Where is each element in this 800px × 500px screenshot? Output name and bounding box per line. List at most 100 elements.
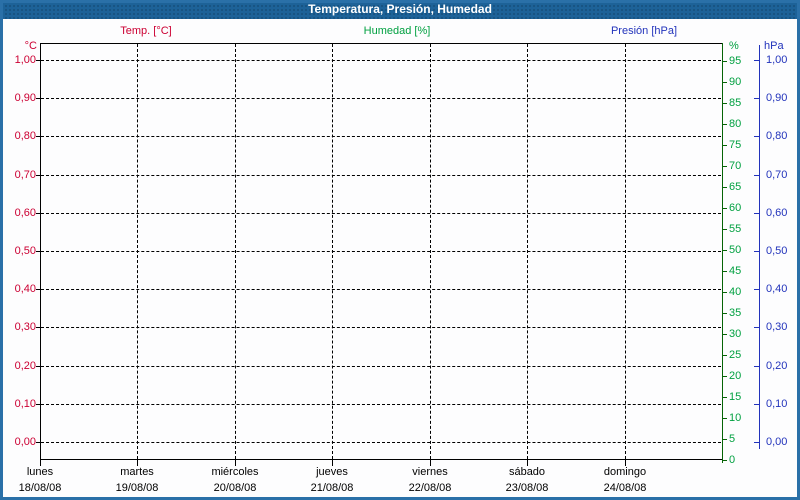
grid-line-vertical xyxy=(625,44,626,459)
humidity-axis-tick-label: 35 xyxy=(729,307,742,319)
temp-axis-tick-label: 0,90 xyxy=(14,92,36,104)
legend-temperature: Temp. [°C] xyxy=(120,25,172,37)
humidity-axis-tick xyxy=(722,208,727,209)
x-axis-day-label: sábado xyxy=(508,466,546,478)
pressure-axis-unit-label: hPa xyxy=(764,40,784,52)
humidity-axis-tick-label: 50 xyxy=(729,244,742,256)
humidity-axis-tick-label: 70 xyxy=(729,160,742,172)
temp-axis-tick xyxy=(36,60,40,61)
humidity-axis-tick-label: 65 xyxy=(729,181,742,193)
x-axis-tick xyxy=(625,460,626,466)
humidity-axis-tick xyxy=(722,376,727,377)
grid-line-vertical xyxy=(137,44,138,459)
pressure-axis-tick-label: 0,80 xyxy=(766,130,788,142)
grid-line-vertical xyxy=(430,44,431,459)
humidity-axis-tick-label: 90 xyxy=(729,76,742,88)
humidity-axis-tick-label: 55 xyxy=(729,223,742,235)
humidity-axis-tick-label: 15 xyxy=(729,391,742,403)
temp-axis-tick-label: 1,00 xyxy=(14,54,36,66)
x-axis-tick xyxy=(235,460,236,466)
grid-line-vertical xyxy=(235,44,236,459)
x-axis-date-label: 18/08/08 xyxy=(18,482,62,494)
humidity-axis-tick-label: 95 xyxy=(729,55,742,67)
pressure-axis-tick xyxy=(754,442,759,443)
grid-line-horizontal xyxy=(41,213,721,214)
x-axis-tick xyxy=(527,460,528,466)
temp-axis-tick-label: 0,30 xyxy=(14,321,36,333)
humidity-axis-tick xyxy=(722,103,727,104)
pressure-axis-tick xyxy=(754,175,759,176)
humidity-axis-tick-label: 0 xyxy=(729,454,736,466)
humidity-axis-tick xyxy=(722,187,727,188)
humidity-axis-tick xyxy=(722,355,727,356)
humidity-axis-tick xyxy=(722,229,727,230)
temp-axis-tick-label: 0,50 xyxy=(14,245,36,257)
grid-line-vertical xyxy=(527,44,528,459)
humidity-axis-tick xyxy=(722,166,727,167)
humidity-axis-tick xyxy=(722,145,727,146)
pressure-axis-tick xyxy=(754,289,759,290)
grid-line-horizontal xyxy=(41,404,721,405)
humidity-axis-tick-label: 10 xyxy=(729,412,742,424)
grid-line-horizontal xyxy=(41,60,721,61)
x-axis-day-label: lunes xyxy=(26,466,54,478)
temp-axis-tick xyxy=(36,251,40,252)
humidity-axis-tick-label: 85 xyxy=(729,97,742,109)
x-axis-date-label: 19/08/08 xyxy=(115,482,159,494)
humidity-axis-tick xyxy=(722,439,727,440)
temp-axis-tick-label: 0,70 xyxy=(14,169,36,181)
pressure-axis-tick-label: 1,00 xyxy=(766,54,788,66)
grid-line-horizontal xyxy=(41,98,721,99)
pressure-axis-tick-label: 0,20 xyxy=(766,360,788,372)
humidity-axis-tick-label: 30 xyxy=(729,328,742,340)
temp-axis-tick xyxy=(36,289,40,290)
pressure-axis-tick-label: 0,70 xyxy=(766,169,788,181)
grid-line-horizontal xyxy=(41,442,721,443)
temp-axis-unit-label: °C xyxy=(24,40,37,52)
humidity-axis-tick xyxy=(722,124,727,125)
pressure-axis-tick-label: 0,60 xyxy=(766,207,788,219)
grid-line-vertical xyxy=(332,44,333,459)
pressure-axis-tick-label: 0,40 xyxy=(766,283,788,295)
humidity-axis-tick-label: 75 xyxy=(729,139,742,151)
humidity-axis-tick-label: 25 xyxy=(729,349,742,361)
pressure-axis-tick xyxy=(754,60,759,61)
humidity-axis-tick-label: 80 xyxy=(729,118,742,130)
grid-line-horizontal xyxy=(41,366,721,367)
grid-line-horizontal xyxy=(41,175,721,176)
humidity-axis-tick xyxy=(722,313,727,314)
humidity-axis-tick-label: 60 xyxy=(729,202,742,214)
temp-axis-tick xyxy=(36,442,40,443)
legend-humidity: Humedad [%] xyxy=(363,25,431,37)
pressure-axis-tick-label: 0,30 xyxy=(766,321,788,333)
temp-axis-tick xyxy=(36,213,40,214)
humidity-axis-tick xyxy=(722,460,727,461)
temp-axis-tick xyxy=(36,175,40,176)
humidity-axis-line xyxy=(722,43,723,463)
pressure-axis-tick xyxy=(754,366,759,367)
pressure-axis-tick xyxy=(754,404,759,405)
humidity-axis-tick xyxy=(722,292,727,293)
humidity-axis-tick-label: 40 xyxy=(729,286,742,298)
humidity-axis-tick xyxy=(722,61,727,62)
grid-line-horizontal xyxy=(41,251,721,252)
humidity-axis-tick xyxy=(722,82,727,83)
temp-axis-tick xyxy=(36,327,40,328)
x-axis-tick xyxy=(332,460,333,466)
humidity-axis-tick xyxy=(722,250,727,251)
x-axis-date-label: 21/08/08 xyxy=(310,482,354,494)
pressure-axis-tick-label: 0,10 xyxy=(766,398,788,410)
x-axis-date-label: 22/08/08 xyxy=(408,482,452,494)
x-axis-day-label: domingo xyxy=(603,466,647,478)
temp-axis-tick-label: 0,80 xyxy=(14,130,36,142)
pressure-axis-line xyxy=(759,45,760,449)
x-axis-day-label: jueves xyxy=(316,466,348,478)
x-axis-date-label: 24/08/08 xyxy=(603,482,647,494)
x-axis-day-label: viernes xyxy=(412,466,448,478)
pressure-axis-tick xyxy=(754,327,759,328)
pressure-axis-tick xyxy=(754,98,759,99)
x-axis-tick xyxy=(430,460,431,466)
humidity-axis-unit-label: % xyxy=(729,40,739,52)
